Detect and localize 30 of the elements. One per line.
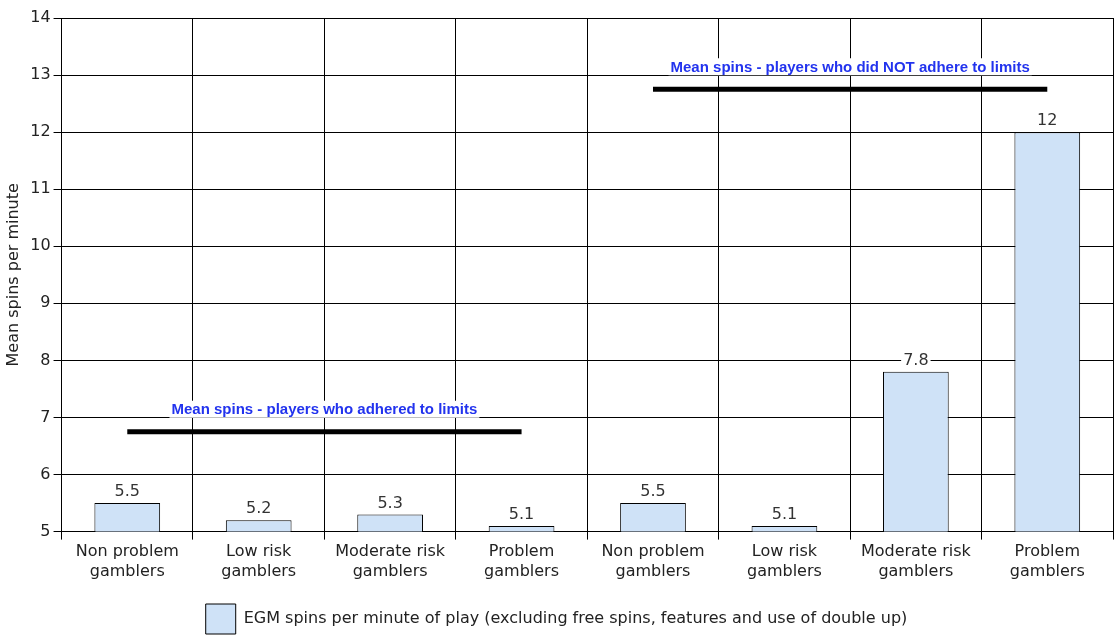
y-tick-label: 12 xyxy=(30,121,51,141)
data-label: 7.8 xyxy=(903,349,929,369)
data-label: 5.5 xyxy=(640,481,666,501)
data-label: 5.2 xyxy=(245,498,272,518)
y-axis-title: Mean spins per minute xyxy=(2,183,22,367)
series-label: Mean spins - players who did NOT adhere to limits xyxy=(670,57,1030,75)
legend-label: EGM spins per minute of play (excluding free spins, features and use of double up) xyxy=(243,608,908,628)
y-tick-label: 11 xyxy=(30,178,51,198)
data-label: 5.3 xyxy=(377,492,403,512)
data-label: 5.1 xyxy=(508,504,535,524)
x-tick-label: Moderate risk gamblers xyxy=(860,541,972,580)
x-tick-label: Problem gamblers xyxy=(1009,541,1085,580)
y-tick-label: 9 xyxy=(40,292,51,312)
y-tick-label: 7 xyxy=(40,406,51,426)
data-label: 5.1 xyxy=(771,504,798,524)
x-tick-label: Low risk gamblers xyxy=(221,541,297,580)
x-tick-label: Moderate risk gamblers xyxy=(335,541,446,580)
x-tick-label: Non problem gamblers xyxy=(75,541,179,580)
y-tick-label: 14 xyxy=(30,7,51,27)
y-tick-label: 10 xyxy=(30,235,51,255)
x-tick-label: Non problem gamblers xyxy=(601,541,705,580)
y-tick-label: 8 xyxy=(40,349,51,369)
y-tick-label: 5 xyxy=(40,520,51,540)
x-tick-label: Problem gamblers xyxy=(484,541,560,580)
data-label: 12 xyxy=(1037,110,1058,130)
data-label: 5.5 xyxy=(114,481,140,501)
y-tick-label: 6 xyxy=(40,463,51,483)
y-tick-label: 13 xyxy=(30,64,51,84)
x-tick-label: Low risk gamblers xyxy=(746,541,822,580)
series-label: Mean spins - players who adhered to limits xyxy=(171,400,478,418)
